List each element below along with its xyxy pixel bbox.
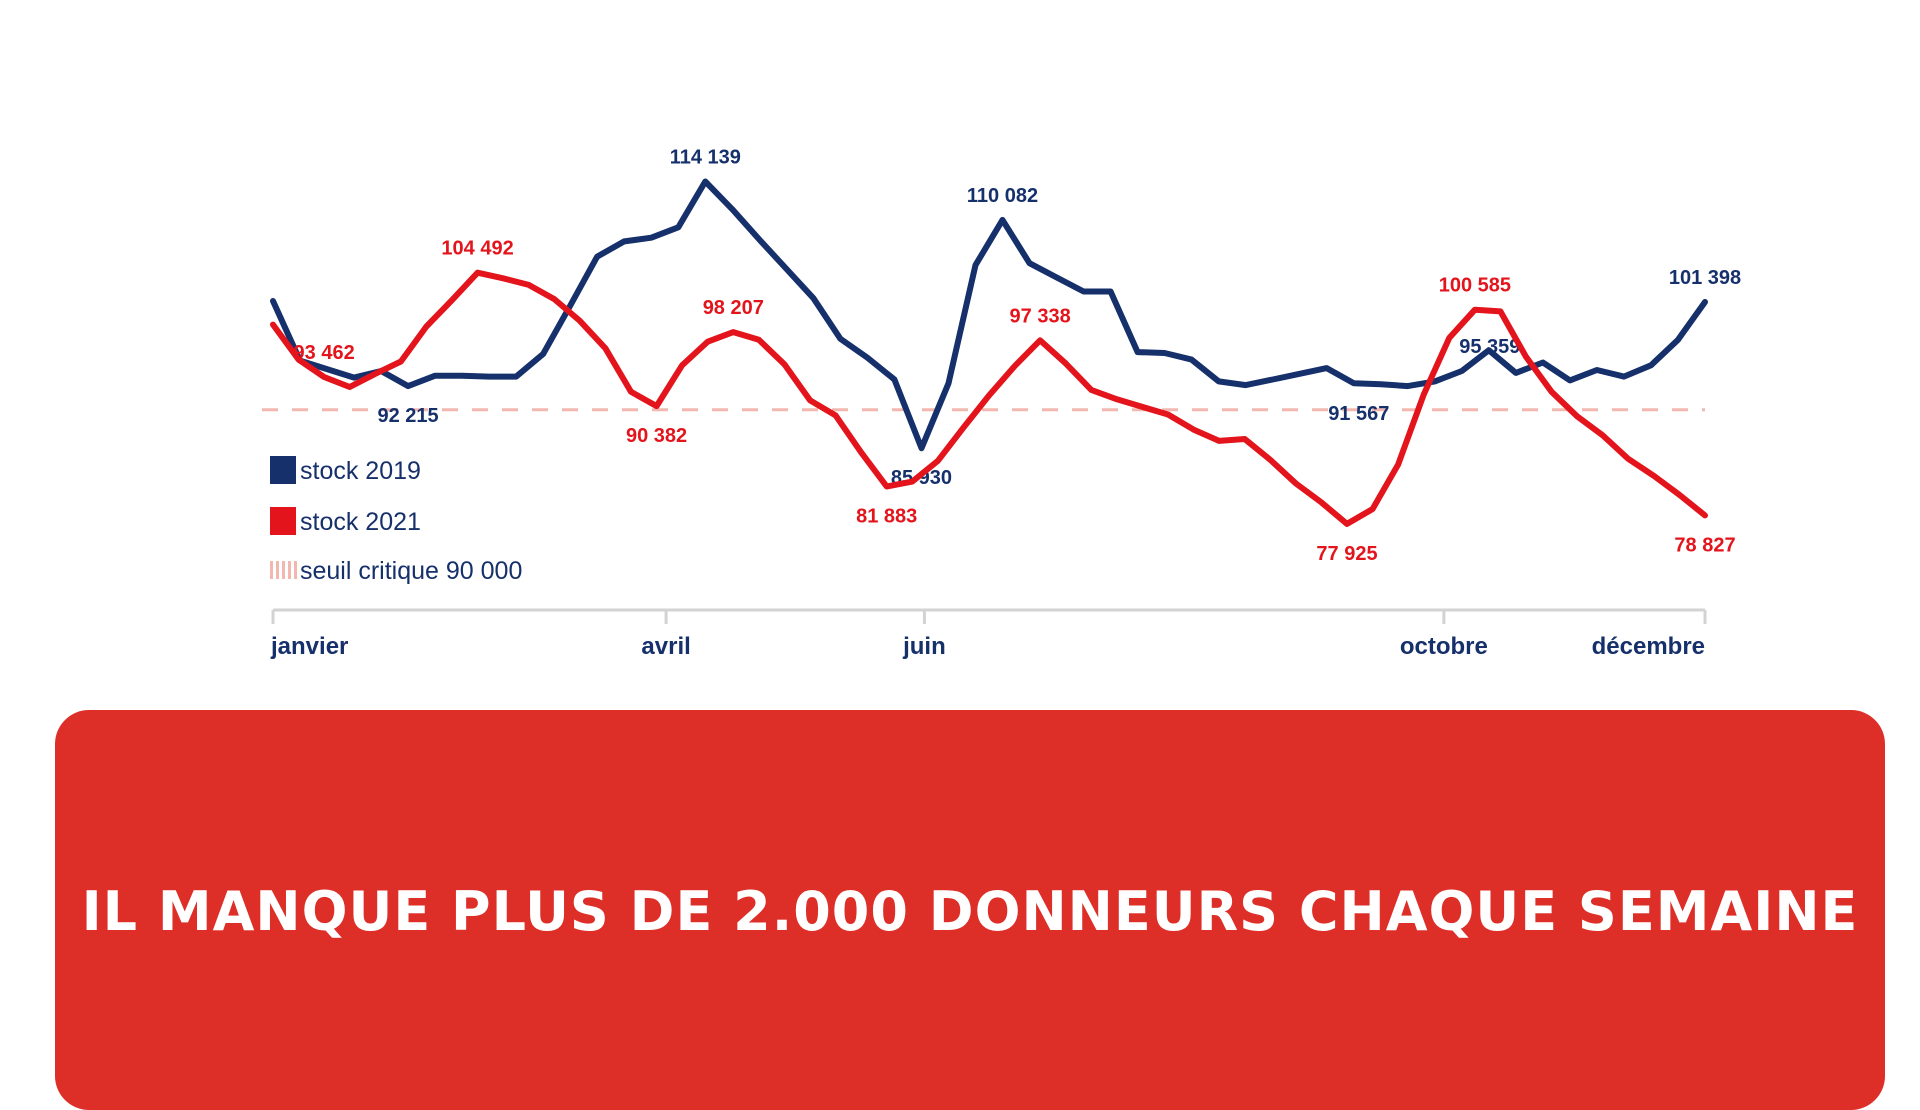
legend-dash-swatch — [294, 561, 297, 579]
data-label: 77 925 — [1316, 543, 1377, 565]
banner — [55, 710, 1885, 1110]
data-label: 100 585 — [1439, 275, 1511, 297]
data-label: 95 359 — [1459, 336, 1520, 358]
legend-dash-swatch — [288, 561, 291, 579]
legend-label: stock 2021 — [300, 508, 421, 536]
data-label: 78 827 — [1674, 534, 1735, 556]
data-label: 93 462 — [294, 342, 355, 364]
series-line-1 — [270, 178, 1708, 452]
x-tick-label: avril — [641, 633, 690, 660]
x-tick-label: décembre — [1592, 633, 1705, 660]
legend-dash-swatch — [282, 561, 285, 579]
line-chart: janvier avril juin octobre décembre 92 215 114… — [262, 147, 1741, 660]
x-tick-label: janvier — [270, 633, 348, 660]
data-label: 91 567 — [1328, 403, 1389, 425]
x-tick-label: octobre — [1400, 633, 1488, 660]
data-label: 81 883 — [856, 505, 917, 527]
legend-label: stock 2019 — [300, 457, 421, 485]
x-tick-label: juin — [902, 633, 946, 660]
legend-dash-swatch — [270, 561, 273, 579]
legend-swatch — [270, 507, 296, 535]
data-label: 92 215 — [378, 405, 439, 427]
legend-dash-swatch — [276, 561, 279, 579]
data-label: 98 207 — [703, 297, 764, 319]
banner-text: IL MANQUE PLUS DE 2.000 DONNEURS CHAQUE … — [81, 880, 1859, 943]
legend-label: seuil critique 90 000 — [300, 557, 522, 585]
data-label: 101 398 — [1669, 267, 1741, 289]
data-label: 110 082 — [967, 185, 1038, 207]
series-line-2 — [270, 269, 1708, 527]
data-label: 90 382 — [626, 425, 687, 447]
legend-swatch — [270, 456, 296, 484]
data-label: 114 139 — [670, 147, 741, 169]
data-label: 97 338 — [1010, 305, 1071, 327]
data-label: 104 492 — [441, 238, 513, 260]
